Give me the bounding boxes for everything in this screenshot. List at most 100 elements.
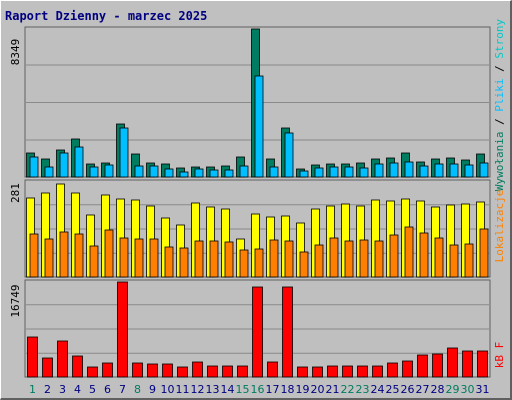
kb-f-bar-day-5	[87, 366, 98, 378]
x-label-day-15: 15	[236, 383, 250, 396]
lokalizacje-bar-day-8	[134, 238, 144, 278]
kb-f-bar-day-23	[357, 365, 368, 378]
lokalizacje-bar-day-31	[479, 228, 489, 278]
pliki-bar-day-19	[299, 170, 309, 178]
kb-f-bar-day-18	[282, 286, 293, 378]
kb-f-bar-day-6	[102, 362, 113, 378]
x-label-day-21: 21	[326, 383, 340, 396]
x-label-day-12: 12	[191, 383, 205, 396]
x-label-day-2: 2	[44, 383, 51, 396]
x-label-day-10: 10	[161, 383, 175, 396]
pliki-bar-day-4	[74, 146, 84, 178]
legend-strony: Strony	[493, 19, 506, 59]
pliki-bar-day-2	[44, 166, 54, 178]
kb-f-bar-day-26	[402, 360, 413, 378]
x-label-day-19: 19	[296, 383, 310, 396]
pliki-bar-day-14	[224, 169, 234, 178]
pliki-bar-day-15	[239, 165, 249, 178]
pliki-bar-day-28	[434, 163, 444, 178]
kb-f-bar-day-1	[27, 336, 38, 378]
x-label-day-13: 13	[206, 383, 220, 396]
pliki-bar-day-10	[164, 168, 174, 178]
pliki-bar-day-13	[209, 169, 219, 178]
svg-text:kB F: kB F	[493, 342, 506, 369]
lokalizacje-bar-day-13	[209, 240, 219, 278]
x-label-day-1: 1	[29, 383, 36, 396]
lokalizacje-bar-day-18	[284, 240, 294, 278]
pliki-bar-day-25	[389, 162, 399, 178]
kb-f-bar-day-2	[42, 357, 53, 378]
lokalizacje-bar-day-22	[344, 240, 354, 278]
lokalizacje-bar-day-25	[389, 234, 399, 278]
kb-f-bar-day-24	[372, 365, 383, 378]
lokalizacje-bar-day-30	[464, 243, 474, 278]
lokalizacje-bar-day-21	[329, 237, 339, 278]
lokalizacje-bar-day-19	[299, 251, 309, 278]
x-label-day-9: 9	[149, 383, 156, 396]
pliki-bar-day-3	[59, 152, 69, 178]
legend-kb-f: kB F	[493, 342, 506, 369]
panel2-ymax-label: 281	[9, 183, 22, 203]
kb-f-bar-day-14	[222, 365, 233, 378]
x-label-day-3: 3	[59, 383, 66, 396]
x-label-day-31: 31	[476, 383, 490, 396]
lokalizacje-bar-day-24	[374, 240, 384, 278]
panel3-ymax-label: 16749	[9, 284, 22, 317]
lokalizacje-bar-day-28	[434, 237, 444, 278]
kb-f-bar-day-11	[177, 366, 188, 378]
x-label-day-26: 26	[401, 383, 415, 396]
x-label-day-24: 24	[371, 383, 385, 396]
lokalizacje-bar-day-5	[89, 245, 99, 278]
lokalizacje-bar-day-7	[119, 237, 129, 278]
kb-f-bar-day-19	[297, 366, 308, 378]
lokalizacje-bar-day-12	[194, 240, 204, 278]
kb-f-bar-day-17	[267, 361, 278, 378]
kb-f-bar-day-21	[327, 365, 338, 378]
x-label-day-18: 18	[281, 383, 295, 396]
kb-f-bar-day-27	[417, 354, 428, 378]
kb-f-bar-day-22	[342, 365, 353, 378]
pliki-bar-day-30	[464, 164, 474, 178]
kb-f-bar-day-16	[252, 286, 263, 378]
x-label-day-17: 17	[266, 383, 280, 396]
kb-f-bar-day-15	[237, 365, 248, 378]
x-label-day-28: 28	[431, 383, 445, 396]
pliki-bar-day-16	[254, 75, 264, 178]
lokalizacje-bar-day-17	[269, 239, 279, 278]
panel2-legend: Lokalizacje	[493, 190, 506, 263]
pliki-bar-day-21	[329, 166, 339, 178]
x-label-day-14: 14	[221, 383, 235, 396]
lokalizacje-bar-day-3	[59, 231, 69, 278]
pliki-bar-day-11	[179, 171, 189, 178]
x-label-day-25: 25	[386, 383, 400, 396]
lokalizacje-bar-day-14	[224, 241, 234, 278]
x-label-day-27: 27	[416, 383, 430, 396]
pliki-bar-day-18	[284, 132, 294, 178]
pliki-bar-day-26	[404, 161, 414, 178]
kb-f-bar-day-9	[147, 363, 158, 378]
pliki-bar-day-24	[374, 163, 384, 178]
lokalizacje-bar-day-1	[29, 233, 39, 278]
kb-f-bar-day-25	[387, 362, 398, 378]
pliki-bar-day-8	[134, 165, 144, 178]
kb-f-bar-day-30	[462, 350, 473, 378]
kb-f-bar-day-29	[447, 347, 458, 378]
panel3-legend: kB F	[493, 342, 506, 369]
lokalizacje-bar-day-10	[164, 246, 174, 278]
lokalizacje-bar-day-29	[449, 244, 459, 278]
panel1-legend: Wywołania / Pliki / Strony	[493, 19, 506, 192]
kb-f-bar-day-4	[72, 355, 83, 378]
x-label-day-8: 8	[134, 383, 141, 396]
x-label-day-22: 22	[341, 383, 355, 396]
svg-text:Lokalizacje: Lokalizacje	[493, 190, 506, 263]
lokalizacje-bar-day-16	[254, 248, 264, 278]
lokalizacje-bar-day-20	[314, 244, 324, 278]
pliki-bar-day-12	[194, 168, 204, 178]
lokalizacje-bar-day-6	[104, 229, 114, 278]
svg-text:Wywołania / Pliki / Strony: Wywołania / Pliki / Strony	[493, 19, 506, 192]
x-label-day-11: 11	[176, 383, 190, 396]
x-label-day-30: 30	[461, 383, 475, 396]
pliki-bar-day-5	[89, 166, 99, 178]
lokalizacje-bar-day-23	[359, 239, 369, 278]
